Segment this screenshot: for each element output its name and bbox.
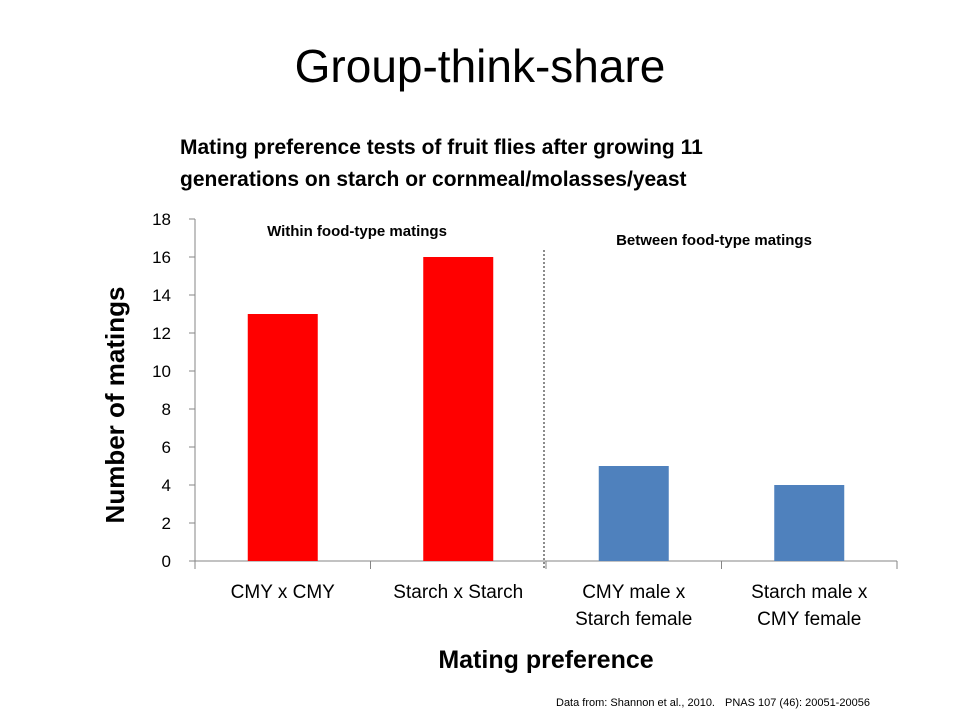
chart-title: Mating preference tests of fruit flies a… — [180, 132, 880, 196]
y-axis-label: Number of matings — [100, 287, 130, 524]
slide-title: Group-think-share — [294, 40, 666, 92]
footer-citation: Data from: Shannon et al., 2010. PNAS 107… — [556, 697, 870, 709]
x-tick-label: Starch x Starch — [393, 582, 523, 603]
chart-title-line-1: Mating preference tests of fruit flies a… — [180, 136, 703, 159]
bar — [598, 466, 669, 561]
footer-journal: PNAS 107 (46): 20051-20056 — [725, 697, 870, 709]
y-tick-label: 12 — [152, 324, 171, 343]
footer-source: Data from: Shannon et al., 2010. — [556, 697, 715, 709]
x-tick-label: CMY x CMY — [231, 582, 335, 603]
x-tick-label: Starch female — [575, 609, 692, 630]
bar — [247, 314, 318, 561]
chart-title-line-2: generations on starch or cornmeal/molass… — [180, 168, 687, 191]
y-tick-label: 6 — [162, 438, 171, 457]
y-tick-label: 16 — [152, 248, 171, 267]
y-tick-label: 10 — [152, 362, 171, 381]
y-tick-label: 18 — [152, 210, 171, 229]
y-tick-label: 0 — [162, 552, 171, 571]
bar — [774, 485, 845, 561]
y-tick-label: 2 — [162, 514, 171, 533]
x-tick-label: CMY female — [757, 609, 861, 630]
y-tick-label: 14 — [152, 286, 171, 305]
x-axis-label: Mating preference — [438, 646, 653, 674]
y-tick-label: 8 — [162, 400, 171, 419]
y-tick-label: 4 — [162, 476, 171, 495]
annotation-within: Within food-type matings — [267, 223, 447, 240]
annotation-between: Between food-type matings — [616, 232, 812, 249]
bar — [423, 257, 494, 561]
x-tick-label: CMY male x — [582, 582, 686, 603]
x-tick-label: Starch male x — [751, 582, 868, 603]
